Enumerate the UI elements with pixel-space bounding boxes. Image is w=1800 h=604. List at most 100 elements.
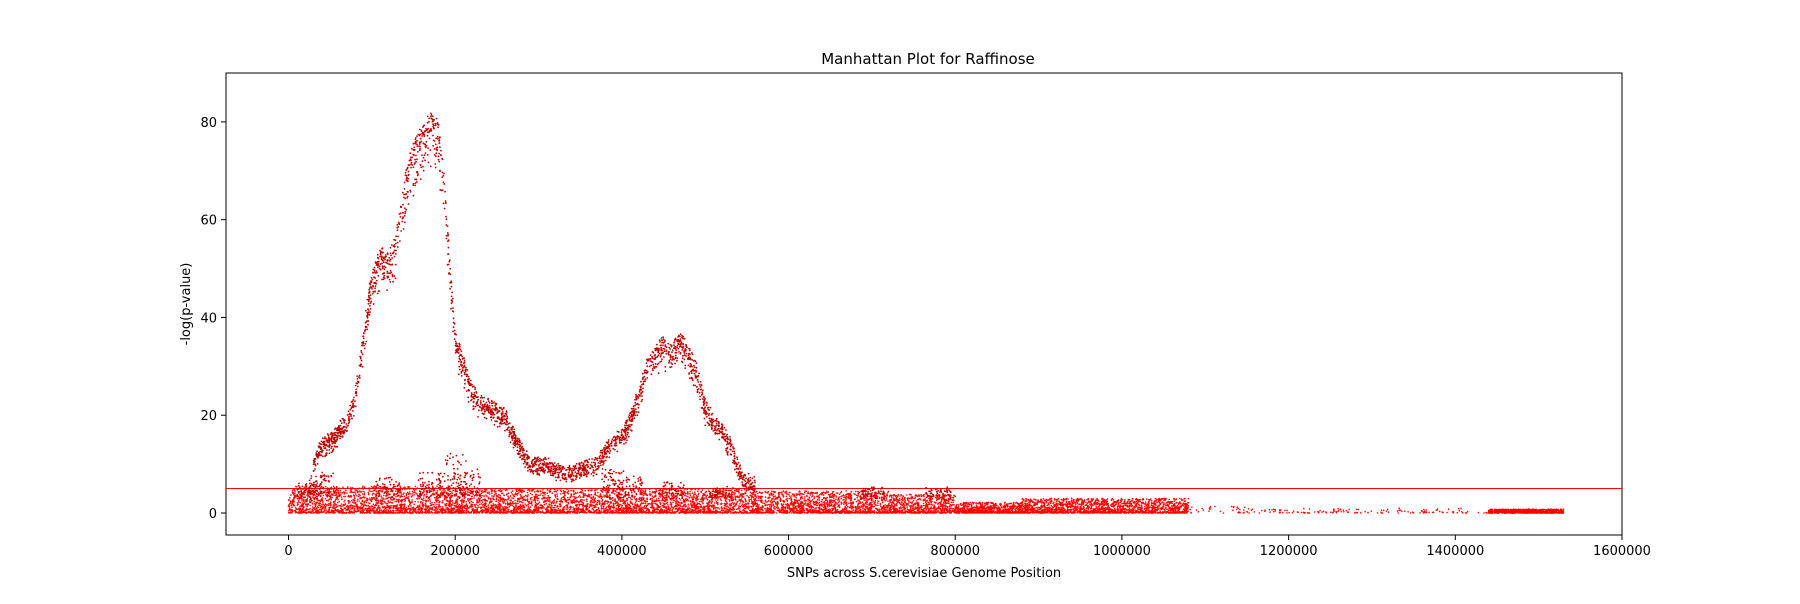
snp-point [396,501,398,503]
snp-point [451,491,453,493]
snp-point [678,491,680,493]
snp-point [490,498,492,500]
snp-point [698,503,700,505]
snp-point [530,499,532,501]
snp-point [591,494,593,496]
snp-point [668,507,670,509]
snp-point [359,491,361,493]
snp-point [445,507,447,509]
snp-point [591,489,593,491]
snp-point [457,507,459,509]
snp-point [639,508,641,510]
snp-point [360,511,362,513]
snp-point [575,497,577,499]
snp-point [513,511,515,513]
snp-point [535,512,537,514]
snp-point [582,505,584,507]
snp-point [358,510,360,512]
snp-point [319,509,321,511]
snp-point [376,492,378,494]
snp-point [479,490,481,492]
snp-point [337,499,339,501]
snp-point [507,509,509,511]
snp-point [717,507,719,509]
snp-point [622,511,624,513]
snp-point [481,495,483,497]
snp-point [483,496,485,498]
snp-point [493,503,495,505]
snp-point [605,490,607,492]
snp-point [447,497,449,499]
snp-point [434,497,436,499]
snp-point [493,499,495,501]
snp-point [525,495,527,497]
snp-point [614,498,616,500]
snp-point [568,503,570,505]
snp-point [366,502,368,504]
snp-point [534,501,536,503]
snp-point [461,499,463,501]
snp-point [564,499,566,501]
snp-point [481,490,483,492]
snp-point [510,512,512,514]
snp-point [312,502,314,504]
snp-point [693,503,695,505]
snp-point [444,490,446,492]
snp-point [730,503,732,505]
snp-point [336,506,338,508]
snp-point [620,504,622,506]
snp-point [690,508,692,510]
snp-point [500,498,502,500]
snp-point [442,490,444,492]
snp-point [520,494,522,496]
snp-point [314,497,316,499]
snp-point [328,507,330,509]
snp-point [363,502,365,504]
snp-point [730,511,732,513]
snp-point [530,497,532,499]
snp-point [469,495,471,497]
snp-point [346,492,348,494]
snp-point [387,500,389,502]
snp-point [729,504,731,506]
snp-point [528,506,530,508]
snp-point [627,499,629,501]
snp-point [513,494,515,496]
snp-point [354,512,356,514]
snp-point [504,500,506,502]
snp-point [725,500,727,502]
snp-point [303,512,305,514]
snp-point [742,501,744,503]
snp-point [571,502,573,504]
snp-point [500,500,502,502]
snp-point [363,505,365,507]
snp-point [319,502,321,504]
snp-point [579,511,581,513]
snp-point [502,506,504,508]
snp-point [344,507,346,509]
snp-point [556,493,558,495]
snp-point [413,503,415,505]
snp-point [465,501,467,503]
snp-point [472,504,474,506]
snp-point [533,509,535,511]
snp-point [412,511,414,513]
snp-point [554,512,556,514]
snp-point [460,500,462,502]
snp-point [342,505,344,507]
snp-point [563,511,565,513]
snp-point [401,503,403,505]
snp-point [637,504,639,506]
snp-point [694,507,696,509]
snp-point [358,500,360,502]
snp-point [527,488,529,490]
snp-point [292,492,294,494]
snp-point [720,498,722,500]
snp-point [442,512,444,514]
snp-point [450,493,452,495]
snp-point [540,505,542,507]
snp-point [656,498,658,500]
snp-point [507,507,509,509]
snp-point [434,502,436,504]
snp-point [499,495,501,497]
